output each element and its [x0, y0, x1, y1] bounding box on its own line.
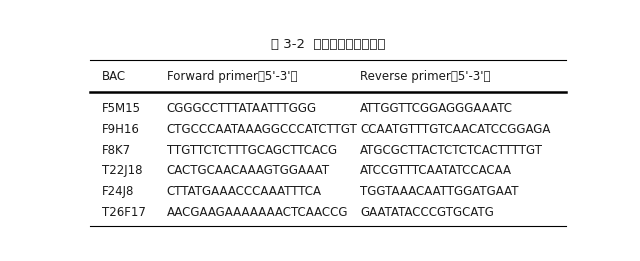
Text: T22J18: T22J18	[102, 164, 143, 177]
Text: TTGTTCTCTTTGCAGCTTCACG: TTGTTCTCTTTGCAGCTTCACG	[167, 144, 337, 157]
Text: Reverse primer（5'-3'）: Reverse primer（5'-3'）	[360, 70, 491, 83]
Text: F24J8: F24J8	[102, 185, 134, 198]
Text: BAC: BAC	[102, 70, 127, 83]
Text: CTTATGAAACCCAAATTTCA: CTTATGAAACCCAAATTTCA	[167, 185, 322, 198]
Text: ATTGGTTCGGAGGGAAATC: ATTGGTTCGGAGGGAAATC	[360, 102, 513, 115]
Text: ATCCGTTTCAATATCCACAA: ATCCGTTTCAATATCCACAA	[360, 164, 512, 177]
Text: CCAATGTTTGTCAACATCCGGAGA: CCAATGTTTGTCAACATCCGGAGA	[360, 123, 550, 136]
Text: AACGAAGAAAAAAACTCAACCG: AACGAAGAAAAAAACTCAACCG	[167, 206, 348, 219]
Text: 表 3-2  图位克隆细定位引物: 表 3-2 图位克隆细定位引物	[271, 38, 385, 51]
Text: F5M15: F5M15	[102, 102, 141, 115]
Text: CTGCCCAATAAAGGCCCATCTTGT: CTGCCCAATAAAGGCCCATCTTGT	[167, 123, 358, 136]
Text: CACTGCAACAAAGTGGAAAT: CACTGCAACAAAGTGGAAAT	[167, 164, 330, 177]
Text: TGGTAAACAATTGGATGAAT: TGGTAAACAATTGGATGAAT	[360, 185, 519, 198]
Text: CGGGCCTTTATAATTTGGG: CGGGCCTTTATAATTTGGG	[167, 102, 317, 115]
Text: F8K7: F8K7	[102, 144, 131, 157]
Text: GAATATACCCGTGCATG: GAATATACCCGTGCATG	[360, 206, 494, 219]
Text: ATGCGCTTACTCTCTCACTTTTGT: ATGCGCTTACTCTCTCACTTTTGT	[360, 144, 543, 157]
Text: T26F17: T26F17	[102, 206, 146, 219]
Text: Forward primer（5'-3'）: Forward primer（5'-3'）	[167, 70, 298, 83]
Text: F9H16: F9H16	[102, 123, 140, 136]
